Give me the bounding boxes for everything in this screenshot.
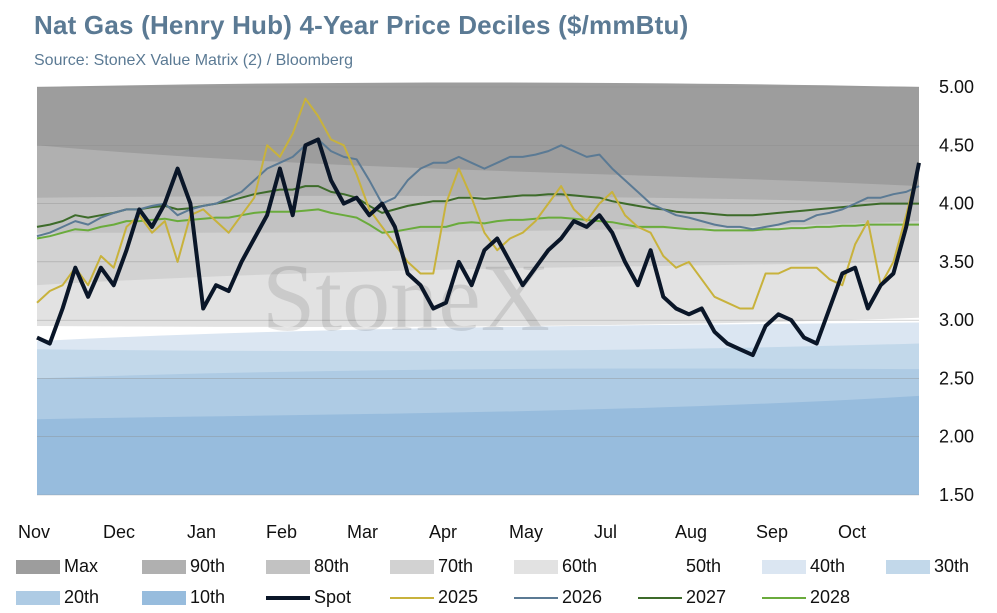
x-tick-label: Jul	[594, 522, 617, 542]
legend-line-swatch	[390, 596, 434, 599]
y-tick-label: 1.50	[939, 485, 974, 505]
legend-label: 2026	[562, 587, 603, 607]
series-line-2026	[36, 138, 920, 238]
y-tick-label: 5.00	[939, 77, 974, 97]
x-tick-label: Dec	[103, 522, 135, 542]
legend-line-swatch	[266, 595, 310, 600]
legend-swatch	[266, 559, 310, 574]
series-line-2028	[36, 208, 919, 240]
legend-item-40th: 40th	[762, 556, 845, 577]
legend-item-2027: 2027	[638, 587, 726, 608]
legend-item-2025: 2025	[390, 587, 478, 608]
x-tick-label: Apr	[429, 522, 457, 542]
legend-label: 2028	[810, 587, 851, 607]
legend-label: 90th	[190, 556, 226, 576]
legend-swatch	[886, 559, 930, 574]
legend-swatch	[142, 559, 186, 574]
legend-swatch	[390, 559, 434, 574]
y-tick-label: 4.00	[939, 194, 974, 214]
x-tick-label: Mar	[347, 522, 378, 542]
legend-item-spot: Spot	[266, 587, 351, 608]
legend-label: 30th	[934, 556, 970, 576]
chart-title: Nat Gas (Henry Hub) 4-Year Price Deciles…	[34, 10, 689, 40]
series-line-2025	[36, 97, 920, 310]
legend-label: 2027	[686, 587, 727, 607]
legend-line-swatch	[514, 596, 558, 599]
y-tick-label: 2.00	[939, 427, 974, 447]
legend-item-90th: 90th	[142, 556, 225, 577]
legend-label: 70th	[438, 556, 474, 576]
price-deciles-chart: StoneX5.004.504.003.503.002.502.001.50No…	[18, 77, 974, 542]
x-tick-label: Jan	[187, 522, 216, 542]
legend-swatch	[762, 559, 806, 574]
legend-label: 60th	[562, 556, 598, 576]
series-line-2027	[36, 185, 919, 228]
legend-item-2028: 2028	[762, 587, 850, 608]
legend-item-20th: 20th	[16, 587, 99, 608]
legend-label: 50th	[686, 556, 722, 576]
legend-label: Spot	[314, 587, 352, 607]
y-tick-label: 3.50	[939, 252, 974, 272]
legend-item-70th: 70th	[390, 556, 473, 577]
x-tick-label: Nov	[18, 522, 50, 542]
legend-item-60th: 60th	[514, 556, 597, 577]
legend-label: 10th	[190, 587, 226, 607]
legend-swatch	[16, 559, 60, 574]
legend-label: 40th	[810, 556, 846, 576]
legend-label: 80th	[314, 556, 350, 576]
legend-swatch	[16, 590, 60, 605]
legend-label: Max	[64, 556, 99, 576]
y-tick-label: 3.00	[939, 310, 974, 330]
legend-item-50th: 50th	[638, 556, 721, 577]
legend-line-swatch	[638, 596, 682, 599]
y-tick-label: 4.50	[939, 135, 974, 155]
x-tick-label: Feb	[266, 522, 297, 542]
legend-swatch	[142, 590, 186, 605]
legend-item-30th: 30th	[886, 556, 969, 577]
x-tick-label: May	[509, 522, 543, 542]
legend-item-max: Max	[16, 556, 98, 577]
x-tick-label: Sep	[756, 522, 788, 542]
legend-label: 20th	[64, 587, 100, 607]
band-10th	[37, 395, 919, 495]
x-tick-label: Aug	[675, 522, 707, 542]
chart-subtitle: Source: StoneX Value Matrix (2) / Bloomb…	[34, 52, 353, 69]
series-line-Spot	[36, 137, 921, 358]
legend-swatch	[638, 559, 682, 574]
legend-item-10th: 10th	[142, 587, 225, 608]
x-tick-label: Oct	[838, 522, 866, 542]
y-tick-label: 2.50	[939, 368, 974, 388]
legend-label: 2025	[438, 587, 479, 607]
legend-item-2026: 2026	[514, 587, 602, 608]
legend-line-swatch	[762, 596, 806, 599]
legend-swatch	[514, 559, 558, 574]
legend-item-80th: 80th	[266, 556, 349, 577]
